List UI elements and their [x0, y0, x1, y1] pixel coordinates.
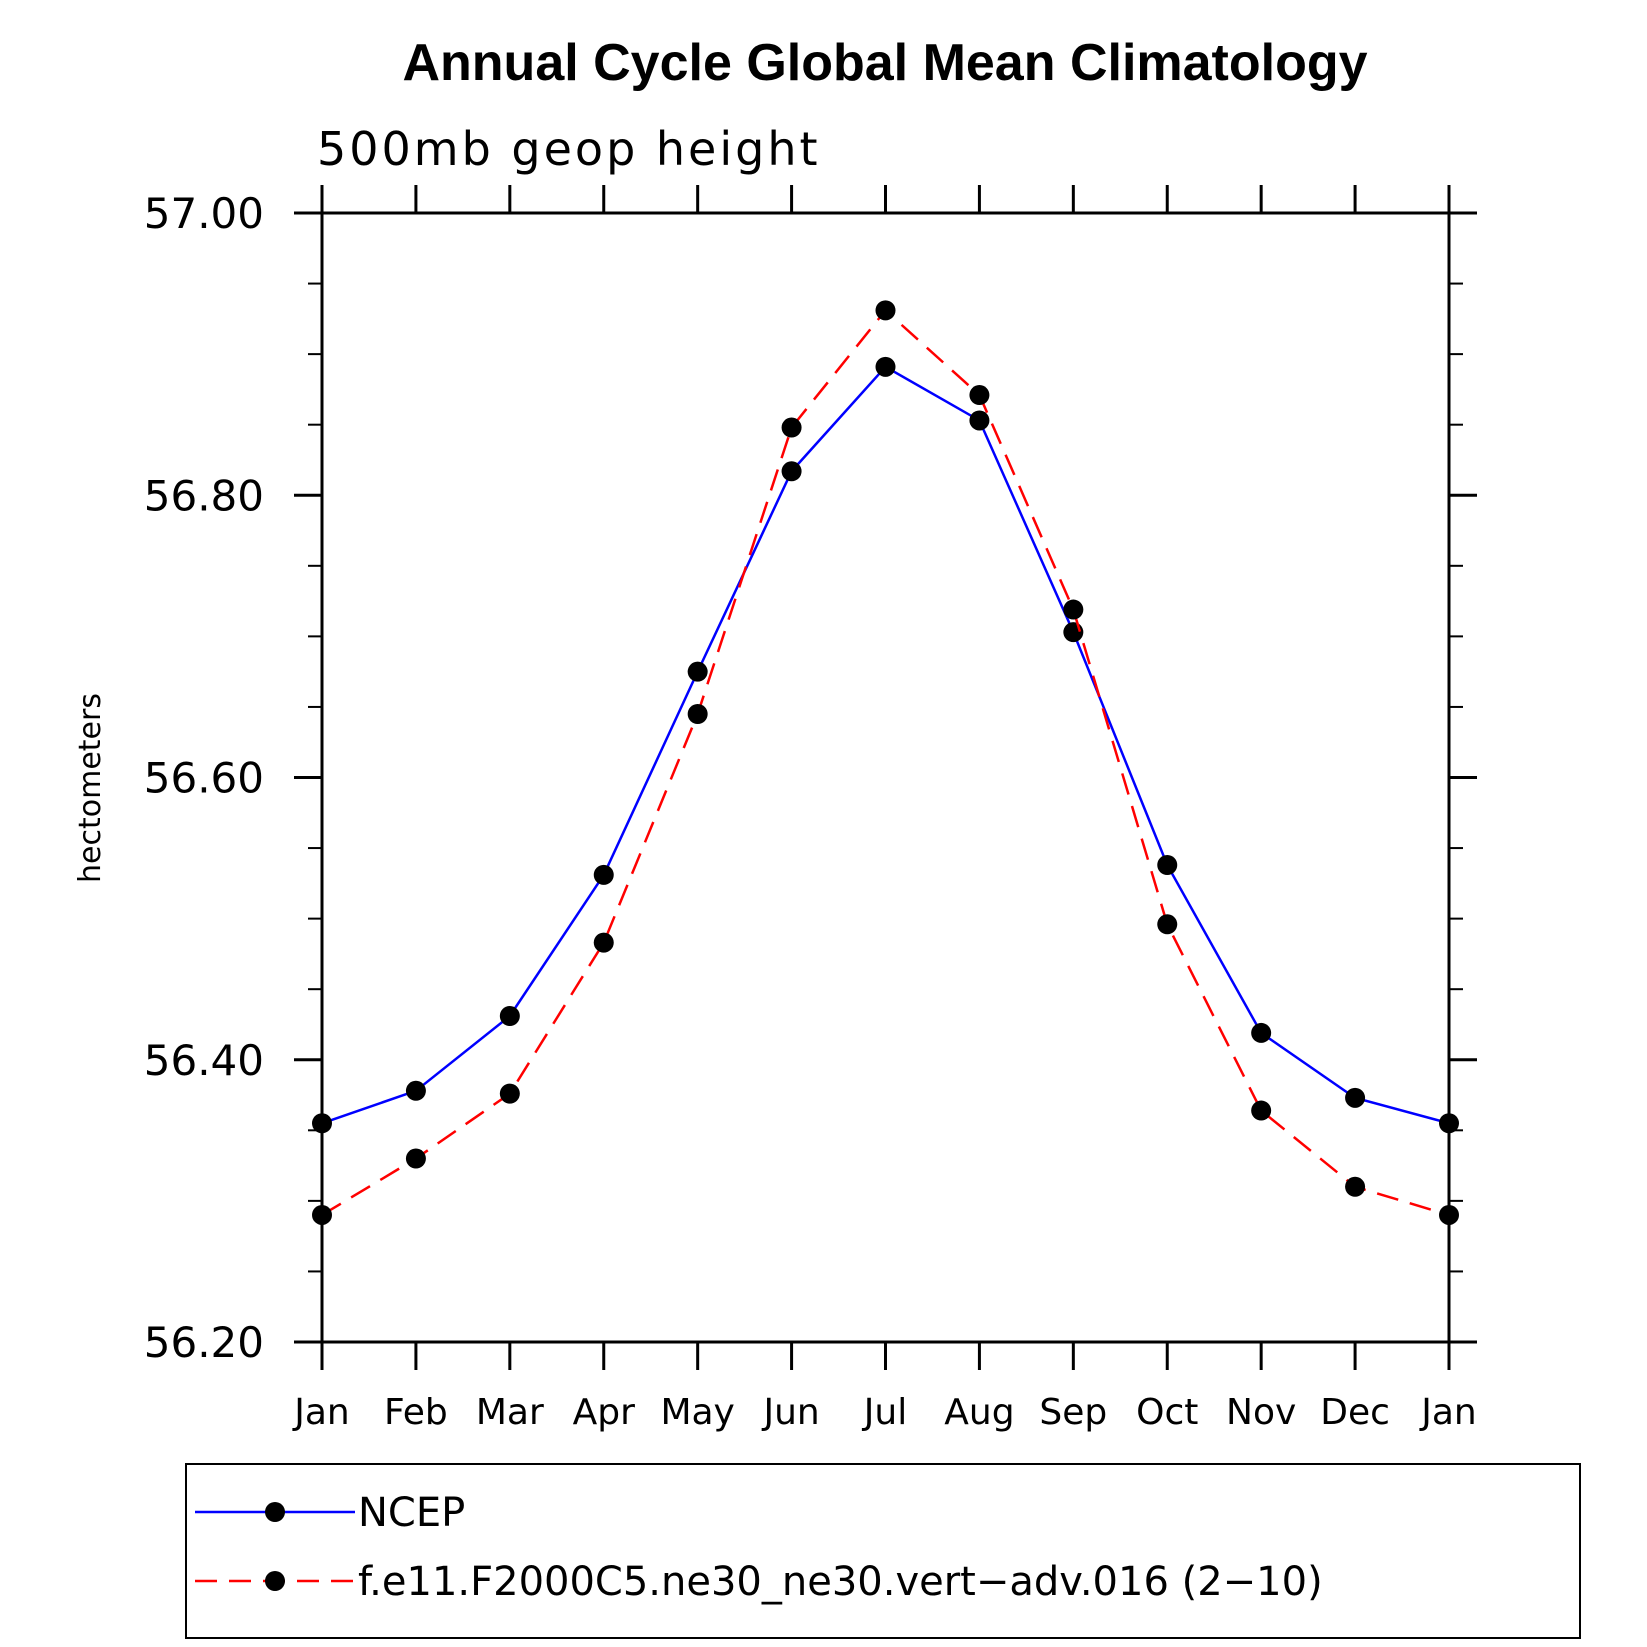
x-tick-label: Apr	[573, 1392, 635, 1433]
series-1-point	[781, 461, 802, 482]
legend-marker-2	[265, 1571, 285, 1591]
legend-box	[185, 1463, 1581, 1639]
x-tick-label: Oct	[1136, 1392, 1198, 1433]
series-2-point	[969, 385, 990, 406]
y-tick-label: 56.60	[144, 754, 264, 803]
x-tick-label: Jun	[761, 1392, 819, 1433]
series-1-point	[312, 1113, 332, 1134]
x-tick-label: Jul	[862, 1392, 907, 1433]
legend-label-2: f.e11.F2000C5.ne30_ne30.vert−adv.016 (2−…	[358, 1559, 1323, 1605]
chart-subtitle: 500mb geop height	[317, 122, 821, 176]
series-2-point	[1063, 599, 1084, 620]
series-2-point	[405, 1148, 426, 1169]
y-tick-label: 56.20	[144, 1318, 264, 1367]
y-tick-label: 56.80	[144, 471, 264, 520]
series-2-point	[1345, 1176, 1366, 1197]
x-tick-label: Dec	[1320, 1392, 1390, 1433]
series-1-point	[593, 864, 614, 885]
series-1-point	[1157, 854, 1178, 875]
series-2-point	[312, 1204, 332, 1225]
series-1-point	[1439, 1113, 1459, 1134]
series-1-point	[687, 661, 708, 682]
x-tick-label: Feb	[384, 1392, 448, 1433]
series-2-point	[499, 1083, 520, 1104]
series-1-point	[499, 1006, 520, 1027]
x-tick-label: Sep	[1039, 1392, 1107, 1433]
series-2-point	[593, 932, 614, 953]
series-1-point	[969, 410, 990, 431]
series-layer	[312, 300, 1459, 1225]
x-tick-label: Nov	[1226, 1392, 1296, 1433]
series-line-1	[321, 365, 1450, 1125]
axes: 56.20 56.40 56.60 56.80 57.00 Jan Feb Mar Apr May…	[144, 185, 1477, 1433]
series-1-point	[1251, 1022, 1272, 1043]
y-tick-label: 57.00	[144, 189, 264, 238]
series-2-point	[875, 300, 896, 321]
legend: NCEP f.e11.F2000C5.ne30_ne30.vert−adv.016…	[195, 1490, 1323, 1605]
series-2-point	[1251, 1100, 1272, 1121]
series-2-point	[687, 703, 708, 724]
legend-label-1: NCEP	[358, 1490, 465, 1536]
series-1-point	[405, 1080, 426, 1101]
x-tick-label: Aug	[944, 1392, 1014, 1433]
chart-title: Annual Cycle Global Mean Climatology	[402, 34, 1367, 92]
series-2-point	[1439, 1204, 1459, 1225]
series-1-point	[1063, 622, 1084, 643]
series-1-point	[875, 356, 896, 377]
series-1-point	[1345, 1087, 1366, 1108]
x-tick-label: May	[660, 1392, 734, 1433]
y-tick-label: 56.40	[144, 1036, 264, 1085]
plot-frame	[320, 211, 1451, 1344]
series-2-point	[781, 417, 802, 438]
x-tick-label: Jan	[1419, 1392, 1477, 1433]
y-axis-label: hectometers	[73, 693, 108, 883]
series-2-point	[1157, 914, 1178, 935]
legend-marker-1	[265, 1502, 285, 1522]
x-tick-label: Jan	[292, 1392, 350, 1433]
x-tick-label: Mar	[476, 1392, 544, 1433]
series-line-2	[321, 308, 1450, 1217]
